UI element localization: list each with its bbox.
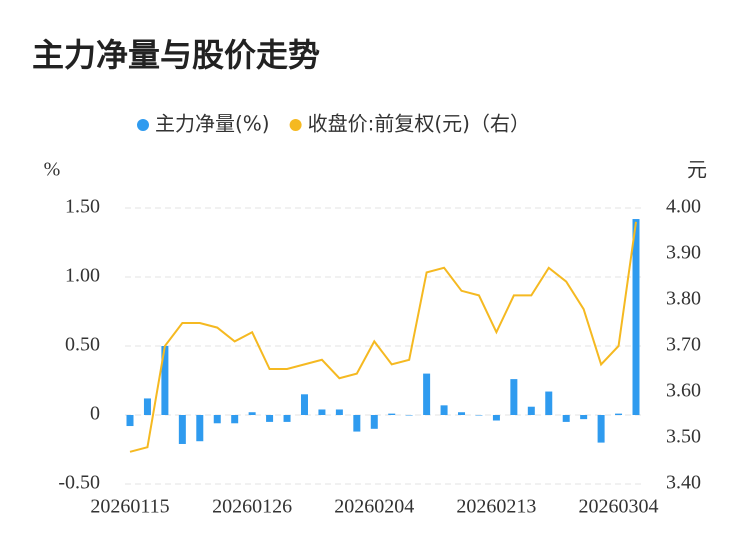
bar <box>196 415 204 442</box>
bar <box>318 409 326 415</box>
x-tick-label: 20260115 <box>90 496 169 518</box>
bar <box>527 406 535 415</box>
bar <box>510 379 518 415</box>
bar <box>597 415 605 443</box>
bar <box>300 394 308 415</box>
bar <box>335 409 343 415</box>
y-axis-label: % <box>44 159 61 181</box>
y2-tick-label: 3.90 <box>666 242 701 264</box>
bar <box>562 415 570 422</box>
bar <box>405 415 413 416</box>
y2-tick-label: 3.50 <box>666 426 701 448</box>
legend-label: 主力净量(%) <box>155 112 270 136</box>
x-tick-label: 20260204 <box>334 496 414 518</box>
x-tick-label: 20260304 <box>579 496 659 518</box>
legend-marker <box>289 119 302 131</box>
bar <box>266 415 274 422</box>
bar <box>178 415 186 444</box>
bar <box>283 415 291 422</box>
bar <box>353 415 361 432</box>
x-tick-label: 20260213 <box>456 496 536 518</box>
y2-tick-label: 3.80 <box>666 288 701 310</box>
bar <box>248 412 256 415</box>
y-tick-label: -0.50 <box>58 472 100 494</box>
bar <box>126 415 134 427</box>
bar <box>615 413 623 415</box>
bar <box>423 373 431 415</box>
bar <box>580 415 588 420</box>
legend-marker <box>137 119 149 131</box>
bar <box>475 415 483 416</box>
y2-axis-label: 元 <box>687 158 707 182</box>
x-tick-label: 20260126 <box>212 496 292 518</box>
y-tick-label: 1.50 <box>65 196 100 218</box>
y2-tick-label: 3.70 <box>666 334 701 356</box>
y2-tick-label: 4.00 <box>666 196 701 218</box>
y2-tick-label: 3.40 <box>666 472 701 494</box>
line <box>129 221 637 453</box>
bar <box>370 415 378 429</box>
y2-tick-label: 3.60 <box>666 380 701 402</box>
bar <box>143 398 151 415</box>
bar <box>213 415 221 424</box>
y-tick-label: 0.50 <box>65 334 100 356</box>
bar <box>388 413 396 415</box>
bar <box>161 346 169 415</box>
y-tick-label: 1.00 <box>65 265 100 287</box>
y-tick-label: 0 <box>90 403 100 425</box>
legend-label: 收盘价:前复权(元)（右） <box>308 112 530 136</box>
bar <box>545 391 553 415</box>
bar <box>458 412 466 415</box>
bar <box>492 415 500 421</box>
bar <box>440 405 448 415</box>
chart-title: 主力净量与股价走势 <box>32 36 320 74</box>
bar <box>632 219 640 415</box>
bar <box>231 415 239 424</box>
